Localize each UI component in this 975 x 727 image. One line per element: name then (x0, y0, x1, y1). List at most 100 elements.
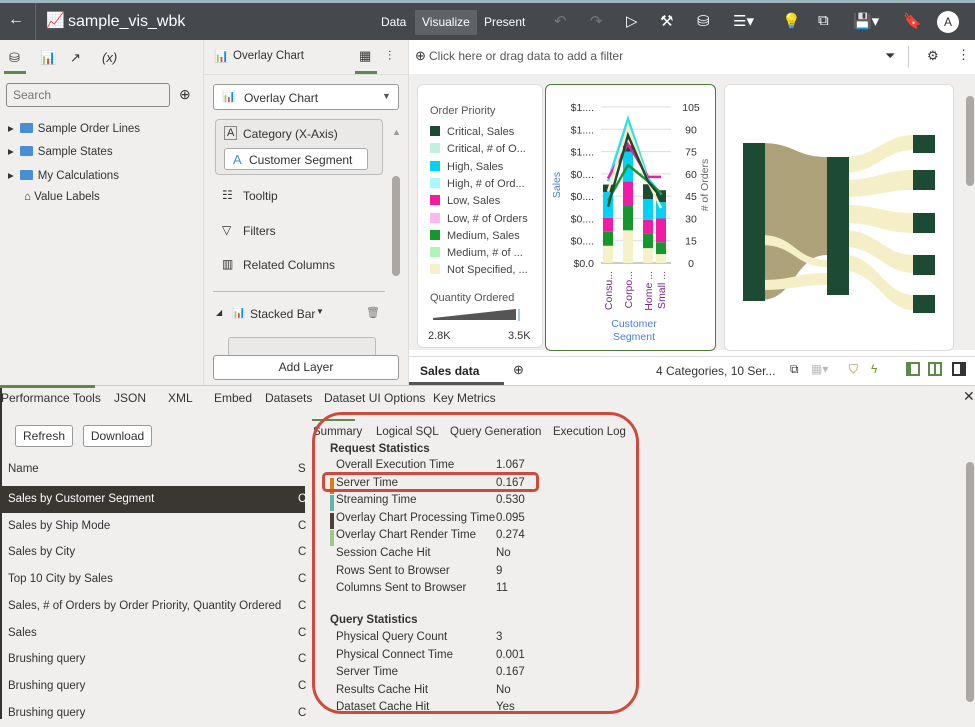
filter-options-icon[interactable]: ⏷ (885, 48, 896, 63)
panel-right-icon[interactable] (952, 362, 966, 376)
add-filter-icon[interactable]: ⊕ (415, 48, 426, 63)
legend-item[interactable]: Low, Sales (430, 195, 500, 207)
sankey-chart-card[interactable] (724, 84, 954, 351)
back-icon[interactable]: ← (8, 11, 24, 28)
tab-embed[interactable]: Embed (214, 391, 253, 405)
expand-icon[interactable]: ▸ (8, 146, 14, 158)
analytics-icon[interactable]: ↗ (70, 50, 81, 65)
comments-icon[interactable]: ☰▾ (733, 13, 754, 30)
undo-icon[interactable]: ↶ (554, 13, 567, 30)
canvas-scrollbar[interactable] (966, 96, 974, 186)
subtab-logical-sql[interactable]: Logical SQL (376, 426, 439, 438)
table-row[interactable]: Sales by Customer Segment C (0, 486, 306, 513)
chevron-down-icon[interactable]: ▼ (316, 307, 324, 316)
tools-icon[interactable]: ⚒ (660, 13, 674, 30)
column-header-s[interactable]: S (298, 463, 306, 475)
panel-center-icon[interactable] (928, 362, 942, 376)
tab-xml[interactable]: XML (168, 391, 193, 405)
lightning-icon[interactable]: ϟ (871, 362, 878, 376)
overlay-chart-card[interactable]: $0.0 0 $0.... 15 $0.... 30 $0.... 45 $0.... 60 $1.… (545, 84, 716, 351)
save-icon[interactable]: 💾▾ (853, 13, 880, 30)
settings-sliders-icon[interactable]: ⫶ (388, 48, 392, 63)
table-row[interactable]: Brushing query C (8, 653, 307, 666)
bar-segment (623, 145, 633, 152)
section-filters[interactable]: Filters (243, 224, 276, 238)
table-row[interactable]: Sales by Ship Mode C (8, 519, 307, 532)
tab-key-metrics[interactable]: Key Metrics (433, 391, 496, 405)
y-tick-label: $0.0 (574, 258, 595, 270)
redo-icon[interactable]: ↷ (590, 13, 603, 30)
export-icon[interactable]: ⧉ (818, 12, 829, 29)
section-tooltip[interactable]: Tooltip (243, 189, 278, 203)
table-row[interactable]: Top 10 City by Sales C (8, 573, 307, 586)
column-header-name[interactable]: Name (8, 463, 39, 475)
add-layer-button[interactable]: Add Layer (213, 355, 399, 380)
subtab-summary[interactable]: Summary (313, 426, 363, 438)
avatar[interactable]: A (937, 11, 959, 33)
download-button[interactable]: Download (83, 425, 152, 447)
scroll-up-icon[interactable]: ▲ (392, 127, 401, 137)
summary-scrollbar[interactable] (966, 462, 974, 702)
tab-dataset-ui-options[interactable]: Dataset UI Options (324, 391, 426, 405)
x-tick-label: Home ... (643, 271, 655, 311)
legend-item[interactable]: Critical, Sales (430, 126, 514, 138)
calculation-tab[interactable]: (x) (102, 50, 118, 65)
chart-type-select[interactable]: 📊 Overlay Chart ▼ (213, 84, 399, 110)
play-icon[interactable]: ▷ (626, 13, 638, 30)
data-icon[interactable]: ⛁ (9, 50, 20, 65)
scrollbar[interactable] (392, 176, 400, 276)
expand-icon[interactable]: ▸ (8, 170, 14, 182)
layer-name[interactable]: Stacked Bar (250, 307, 316, 321)
nav-data[interactable]: Data (381, 15, 407, 29)
legend-item[interactable]: High, Sales (430, 160, 503, 173)
table-row[interactable]: Sales by City C (8, 546, 307, 559)
legend-item[interactable]: Critical, # of O... (430, 143, 526, 155)
filter-bar[interactable]: Click here or drag data to add a filter (429, 49, 624, 63)
legend-item[interactable]: Medium, Sales (430, 229, 520, 242)
tree-item-value-labels[interactable]: ⌂ Value Labels (24, 191, 100, 203)
bookmark-icon[interactable]: 🔖 (903, 13, 922, 30)
delete-layer-icon[interactable]: 🗑 (366, 307, 380, 319)
brush-icon[interactable]: ⛉ (849, 362, 859, 376)
add-canvas-icon[interactable]: ⊕ (513, 362, 524, 377)
customer-segment-pill[interactable]: A Customer Segment (224, 148, 368, 170)
layout-icon[interactable]: ▦▾ (811, 362, 829, 376)
visualizations-icon[interactable]: 📊 (40, 50, 57, 65)
legend-item[interactable]: Low, # of Orders (430, 212, 528, 225)
subtab-query-generation[interactable]: Query Generation (450, 426, 542, 438)
add-data-icon[interactable]: ⊕ (179, 86, 191, 102)
legend-item[interactable]: Medium, # of ... (430, 247, 523, 259)
close-icon[interactable]: ✕ (963, 388, 975, 404)
tree-item-my-calculations[interactable]: ▸ My Calculations (8, 170, 119, 182)
tab-datasets[interactable]: Datasets (265, 391, 313, 405)
refresh-data-icon[interactable]: ⛁ (697, 13, 710, 30)
tab-json[interactable]: JSON (114, 391, 147, 405)
properties-icon[interactable]: ▦ (359, 48, 372, 63)
section-related-columns[interactable]: Related Columns (243, 258, 336, 272)
nav-visualize[interactable]: Visualize (415, 10, 477, 35)
search-input[interactable] (6, 83, 170, 107)
table-row[interactable]: Sales, # of Orders by Order Priority, Qu… (8, 599, 307, 612)
category-drop-zone[interactable]: A Category (X-Axis) A Customer Segment (215, 119, 383, 175)
tree-item-sample-states[interactable]: ▸ Sample States (8, 146, 113, 158)
canvas-properties-icon[interactable]: ⧉ (790, 362, 799, 376)
legend-item[interactable]: High, # of Ord... (430, 177, 525, 190)
table-row[interactable]: Sales C (8, 626, 307, 639)
auto-apply-icon[interactable]: ⚙ (927, 48, 939, 63)
insights-bulb-icon[interactable]: 💡 (782, 13, 801, 30)
legend-item[interactable]: Not Specified, ... (430, 264, 528, 276)
canvas-tab-sales-data[interactable]: Sales data (420, 364, 480, 378)
overlay-chart[interactable]: $0.0 0 $0.... 15 $0.... 30 $0.... 45 $0.... 60 $1.… (546, 85, 717, 352)
tab-performance-tools[interactable]: Performance Tools (1, 391, 101, 405)
table-row[interactable]: Brushing query C (8, 679, 307, 692)
table-row[interactable]: Brushing query C (8, 706, 307, 719)
refresh-button[interactable]: Refresh (15, 425, 73, 447)
more-icon[interactable]: ⋮ (957, 47, 970, 62)
subtab-execution-log[interactable]: Execution Log (553, 426, 626, 438)
panel-left-icon[interactable] (906, 362, 920, 376)
nav-present[interactable]: Present (484, 15, 526, 29)
collapse-icon[interactable]: ◢ (216, 308, 223, 317)
tree-item-sample-order-lines[interactable]: ▸ Sample Order Lines (8, 123, 141, 135)
expand-icon[interactable]: ▸ (8, 123, 14, 135)
y2-tick-label: 45 (685, 191, 697, 203)
